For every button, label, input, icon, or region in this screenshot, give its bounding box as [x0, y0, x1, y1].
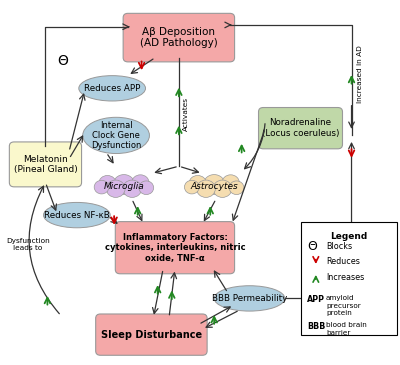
- Text: blood brain
barrier: blood brain barrier: [326, 322, 367, 336]
- Text: Legend: Legend: [330, 232, 367, 241]
- Text: Θ: Θ: [307, 240, 317, 253]
- Text: BBB: BBB: [307, 322, 326, 331]
- Circle shape: [113, 174, 135, 195]
- Text: Increases: Increases: [326, 273, 364, 281]
- Text: BBB Permeability: BBB Permeability: [212, 294, 287, 303]
- Text: Microglia: Microglia: [104, 182, 144, 191]
- Circle shape: [99, 176, 116, 192]
- Text: Blocks: Blocks: [326, 242, 352, 251]
- Text: Reduces NF-κB: Reduces NF-κB: [44, 211, 110, 220]
- FancyBboxPatch shape: [300, 222, 397, 335]
- Circle shape: [139, 181, 154, 195]
- Text: Reduces APP: Reduces APP: [84, 84, 140, 93]
- Circle shape: [189, 176, 206, 192]
- Circle shape: [213, 180, 232, 197]
- Circle shape: [123, 180, 142, 197]
- Text: Internal
Clock Gene
Dysfunction: Internal Clock Gene Dysfunction: [91, 120, 141, 150]
- Circle shape: [106, 180, 125, 197]
- FancyBboxPatch shape: [258, 108, 342, 149]
- Text: Sleep Disturbance: Sleep Disturbance: [101, 330, 202, 340]
- Text: Θ: Θ: [58, 54, 68, 68]
- Ellipse shape: [214, 286, 285, 311]
- Text: Melatonin
(Pineal Gland): Melatonin (Pineal Gland): [14, 155, 77, 174]
- Text: Noradrenaline
(Locus coeruleus): Noradrenaline (Locus coeruleus): [262, 119, 339, 138]
- Circle shape: [94, 180, 109, 194]
- Text: Astrocytes: Astrocytes: [190, 182, 238, 191]
- FancyBboxPatch shape: [9, 142, 82, 187]
- Text: Increased in AD: Increased in AD: [358, 45, 364, 103]
- Text: Dysfunction
leads to: Dysfunction leads to: [6, 238, 50, 251]
- Circle shape: [184, 180, 199, 194]
- Circle shape: [196, 180, 215, 197]
- FancyBboxPatch shape: [115, 222, 234, 274]
- Text: amyloid
precursor
protein: amyloid precursor protein: [326, 295, 361, 316]
- Text: Reduces: Reduces: [326, 257, 360, 266]
- FancyBboxPatch shape: [123, 14, 234, 62]
- Circle shape: [132, 175, 149, 191]
- FancyBboxPatch shape: [96, 314, 207, 355]
- Circle shape: [204, 174, 225, 195]
- Ellipse shape: [83, 117, 150, 154]
- Circle shape: [222, 175, 239, 191]
- Ellipse shape: [79, 76, 146, 101]
- Ellipse shape: [44, 203, 110, 228]
- Circle shape: [229, 181, 244, 195]
- Text: Activates: Activates: [183, 97, 189, 131]
- Text: APP: APP: [307, 295, 325, 304]
- Text: Aβ Deposition
(AD Pathology): Aβ Deposition (AD Pathology): [140, 27, 218, 49]
- Text: Inflammatory Factors:
cytokines, interleukins, nitric
oxide, TNF-α: Inflammatory Factors: cytokines, interle…: [105, 233, 245, 262]
